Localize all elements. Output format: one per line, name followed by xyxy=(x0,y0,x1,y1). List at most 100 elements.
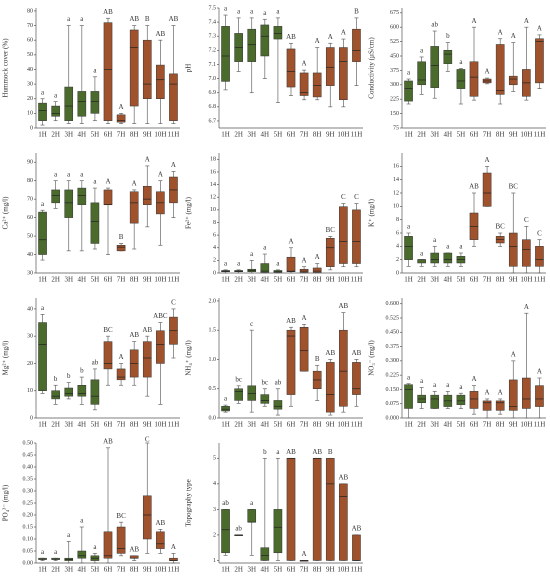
x-tick-label: 6H xyxy=(287,566,296,574)
y-tick-label: 8 xyxy=(213,220,216,226)
x-tick-label: 9H xyxy=(509,131,518,139)
box xyxy=(169,557,178,561)
y-tick-label: 4 xyxy=(213,481,216,487)
box xyxy=(325,47,335,86)
x-tick-label: 1H xyxy=(221,276,230,284)
significance-letter: A xyxy=(288,237,293,245)
box xyxy=(90,202,100,244)
significance-letter: A xyxy=(145,156,150,164)
box xyxy=(430,46,440,88)
y-tick-label: 70 xyxy=(27,23,33,29)
x-tick-label: 7H xyxy=(483,276,492,284)
x-tick-label: 10H xyxy=(154,276,166,284)
x-tick-label: 10H xyxy=(520,131,532,139)
x-tick-label: 11H xyxy=(351,566,363,574)
x-tick-label: 9H xyxy=(143,566,152,574)
x-tick-label: 1H xyxy=(404,131,413,139)
x-tick-label: 7H xyxy=(117,421,126,429)
significance-letter: A xyxy=(511,32,516,40)
significance-letter: a xyxy=(93,543,97,551)
x-tick-label: 4H xyxy=(444,421,453,429)
significance-letter: a xyxy=(250,250,254,258)
y-tick-label: 0.45 xyxy=(23,452,34,458)
box xyxy=(38,211,47,255)
significance-letter: a xyxy=(407,69,411,77)
significance-letter: b xyxy=(263,448,267,456)
x-tick-label: 2H xyxy=(417,131,426,139)
x-tick-label: 4H xyxy=(78,566,87,574)
y-tick-label: 0.05 xyxy=(23,548,34,554)
y-tick-label: 1.5 xyxy=(209,328,217,334)
significance-letter: C xyxy=(145,436,150,444)
box xyxy=(142,39,152,99)
box xyxy=(103,189,113,205)
significance-letter: A xyxy=(498,28,503,36)
y-tick-label: 50 xyxy=(27,52,33,58)
y-tick-label: 0 xyxy=(30,415,33,421)
x-tick-label: 10H xyxy=(154,131,166,139)
x-tick-label: 1H xyxy=(221,566,230,574)
y-tick-label: 6 xyxy=(213,232,216,238)
significance-letter: a xyxy=(41,548,45,556)
box xyxy=(508,379,518,411)
y-tick-label: 450 xyxy=(390,53,399,59)
significance-letter: A xyxy=(171,161,176,169)
significance-letter: A xyxy=(119,103,124,111)
box xyxy=(339,47,348,101)
significance-letter: AB xyxy=(103,437,113,445)
significance-letter: BC xyxy=(496,223,506,231)
box xyxy=(142,185,152,205)
significance-letter: b xyxy=(446,32,450,40)
significance-letter: A xyxy=(315,37,320,45)
x-tick-label: 9H xyxy=(326,421,335,429)
x-tick-label: 1H xyxy=(221,131,230,139)
significance-letter: AB xyxy=(312,448,322,456)
significance-letter: a xyxy=(41,88,45,96)
y-axis-label: Mg²⁺ (mg/l) xyxy=(2,340,10,375)
significance-letter: AB xyxy=(338,473,348,481)
significance-letter: C xyxy=(354,193,359,201)
y-tick-label: 30 xyxy=(27,270,33,276)
box xyxy=(260,24,270,57)
x-tick-label: 10H xyxy=(154,421,166,429)
box xyxy=(38,102,47,121)
x-tick-label: 1H xyxy=(404,276,413,284)
x-tick-label: 3H xyxy=(247,566,256,574)
significance-letter: ab xyxy=(222,499,229,507)
y-tick-label: 6.9 xyxy=(209,90,217,96)
y-tick-label: 0 xyxy=(30,125,33,131)
significance-letter: A xyxy=(485,156,490,164)
y-tick-label: 0.15 xyxy=(23,524,34,530)
x-tick-label: 1H xyxy=(404,421,413,429)
significance-letter: A xyxy=(485,389,490,397)
x-tick-label: 2H xyxy=(51,566,60,574)
box xyxy=(339,206,348,264)
y-axis-label: K⁺ (mg/l) xyxy=(368,198,376,227)
y-tick-label: 14 xyxy=(393,177,399,183)
box xyxy=(352,209,361,264)
significance-letter: AB xyxy=(129,15,139,23)
y-tick-label: 10 xyxy=(27,111,33,117)
box xyxy=(116,526,126,554)
y-tick-label: 150 xyxy=(390,111,399,117)
x-tick-label: 4H xyxy=(78,131,87,139)
y-tick-label: 1.0 xyxy=(209,357,217,363)
box xyxy=(286,48,296,88)
y-tick-label: 90 xyxy=(27,160,33,166)
y-tick-label: 30 xyxy=(27,334,33,340)
x-tick-label: 7H xyxy=(117,276,126,284)
x-tick-label: 4H xyxy=(78,421,87,429)
y-tick-label: 20 xyxy=(27,96,33,102)
significance-letter: a xyxy=(420,249,424,257)
x-tick-label: 1H xyxy=(221,421,230,429)
x-tick-label: 9H xyxy=(509,276,518,284)
significance-letter: b xyxy=(80,367,84,375)
y-tick-label: 50 xyxy=(27,233,33,239)
x-tick-label: 3H xyxy=(430,131,439,139)
box xyxy=(77,91,87,117)
box xyxy=(299,72,309,96)
x-tick-label: 3H xyxy=(64,276,73,284)
y-tick-label: 0.10 xyxy=(23,536,34,542)
y-tick-label: 0.375 xyxy=(386,344,400,350)
y-tick-label: 2 xyxy=(213,532,216,538)
